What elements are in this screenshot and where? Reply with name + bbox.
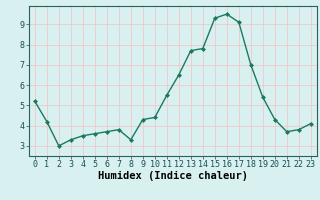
X-axis label: Humidex (Indice chaleur): Humidex (Indice chaleur) [98,171,248,181]
